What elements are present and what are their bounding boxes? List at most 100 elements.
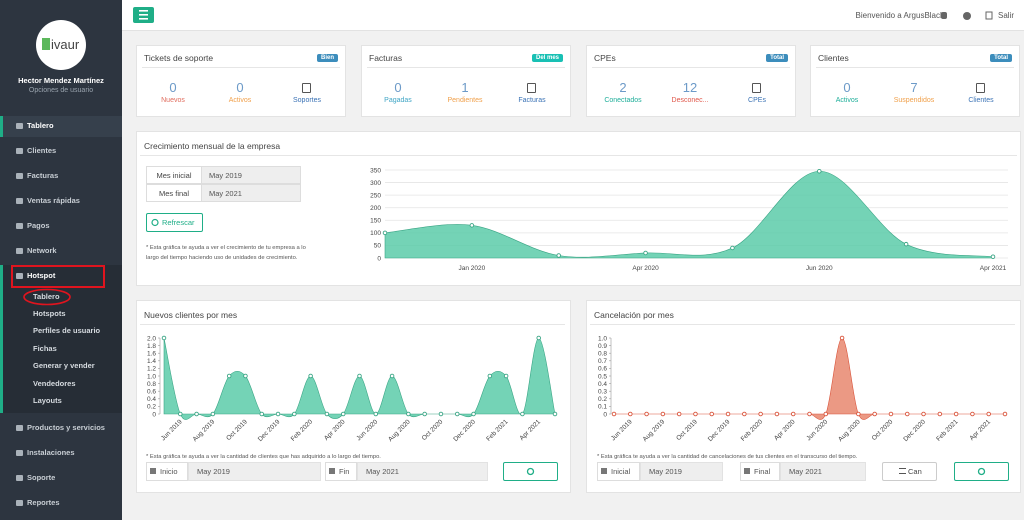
table-label: Mes final: [146, 184, 202, 202]
table-value: May 2021: [201, 184, 301, 202]
sidebar: [0, 0, 122, 520]
refresh-button[interactable]: [503, 462, 558, 481]
submenu-item[interactable]: Fichas: [33, 344, 57, 353]
menu-item[interactable]: Instalaciones: [27, 448, 75, 457]
badge: Bien: [316, 54, 338, 62]
stat-label: Nuevos: [161, 97, 185, 104]
filter-icon: [744, 468, 750, 474]
panel-title: Cancelación por mes: [594, 310, 674, 320]
submenu-item[interactable]: Layouts: [33, 396, 62, 405]
menu-icon: [16, 223, 23, 229]
active-bg: [0, 116, 122, 137]
stat-value: 7: [910, 80, 918, 95]
menu-icon: [16, 475, 23, 481]
card: [810, 45, 1020, 117]
stat-value: 0: [843, 80, 851, 95]
stat-value: 2: [619, 80, 627, 95]
card: [136, 45, 346, 117]
logout[interactable]: Salir: [998, 11, 1015, 20]
button[interactable]: Refrescar: [146, 213, 203, 232]
note: * Esta gráfica te ayuda a ver el crecimi…: [146, 245, 306, 261]
menu-item[interactable]: Reportes: [27, 498, 60, 507]
topbar: [122, 0, 1024, 31]
submenu-item[interactable]: Tablero: [33, 292, 60, 301]
menu-item[interactable]: Hotspot: [27, 271, 56, 280]
menu-icon: [16, 500, 23, 506]
filter-label: Final: [740, 462, 780, 481]
stat-label: Activos: [835, 97, 859, 104]
submenu-item[interactable]: Perfiles de usuario: [33, 326, 101, 335]
divider: [590, 324, 1015, 325]
stat-label: Activos: [228, 97, 252, 104]
panel-title: Crecimiento mensual de la empresa: [144, 141, 281, 151]
note: * Esta gráfica te ayuda a ver la cantida…: [597, 454, 858, 460]
menu-icon: [16, 425, 23, 431]
link[interactable]: Clientes: [968, 97, 994, 104]
divider: [142, 67, 340, 68]
menu-item[interactable]: Clientes: [27, 146, 57, 155]
menu-item[interactable]: Tablero: [27, 121, 54, 130]
submenu-item[interactable]: Hotspots: [33, 309, 66, 318]
logo-mark: [42, 38, 50, 50]
stat-label: Conectados: [604, 97, 642, 104]
filter-label: Inicial: [597, 462, 640, 481]
card-title: Tickets de soporte: [144, 53, 214, 63]
submenu-item[interactable]: Generar y vender: [33, 361, 95, 370]
menu-icon: [16, 148, 23, 154]
link-icon: [752, 83, 761, 93]
filter-icon: [150, 468, 156, 474]
note: * Esta gráfica te ayuda a ver la cantida…: [146, 454, 381, 460]
menu-icon: [16, 248, 23, 254]
badge: Total: [766, 54, 788, 62]
stat-label: Desconec...: [671, 97, 709, 104]
panel-title: Nuevos clientes por mes: [144, 310, 238, 320]
table-label: Mes inicial: [146, 166, 202, 184]
menu-icon: [16, 273, 23, 279]
logo: ivaur: [51, 37, 80, 52]
link-icon: [302, 83, 311, 93]
menu-icon: [16, 450, 23, 456]
menu-toggle[interactable]: [133, 7, 154, 23]
link-icon: [976, 83, 985, 93]
stat-value: 0: [169, 80, 177, 95]
divider: [816, 67, 1014, 68]
menu-item[interactable]: Pagos: [27, 221, 50, 230]
button[interactable]: Can: [882, 462, 937, 481]
link[interactable]: Soportes: [292, 97, 322, 104]
menu-item[interactable]: Ventas rápidas: [27, 196, 80, 205]
user-name: Hector Mendez Martínez: [18, 76, 104, 85]
stat-value: 1: [461, 80, 469, 95]
link[interactable]: Facturas: [518, 97, 546, 104]
submenu-item[interactable]: Vendedores: [33, 379, 76, 388]
stat-label: Suspendidos: [893, 97, 935, 104]
badge: Total: [990, 54, 1012, 62]
card-title: Facturas: [369, 53, 403, 63]
filter-icon: [329, 468, 335, 474]
menu-item[interactable]: Facturas: [27, 171, 59, 180]
menu-item[interactable]: Network: [27, 246, 57, 255]
stat-label: Pagadas: [384, 97, 412, 104]
divider: [140, 155, 1017, 156]
card-title: CPEs: [594, 53, 616, 63]
list-icon: [899, 468, 906, 474]
stat-value: 0: [394, 80, 402, 95]
user-menu[interactable]: Opciones de usuario: [28, 87, 94, 94]
filter-value[interactable]: May 2019: [188, 462, 321, 481]
menu-icon: [16, 198, 23, 204]
submenu-bg: [0, 265, 122, 413]
filter-value[interactable]: May 2021: [357, 462, 488, 481]
divider: [592, 67, 790, 68]
card: [586, 45, 796, 117]
link-icon: [527, 83, 536, 93]
menu-item[interactable]: Soporte: [27, 473, 56, 482]
menu-item[interactable]: Productos y servicios: [27, 423, 105, 432]
refresh-button[interactable]: [954, 462, 1009, 481]
filter-value[interactable]: May 2021: [780, 462, 866, 481]
stat-label: Pendientes: [447, 97, 483, 104]
link[interactable]: CPEs: [748, 97, 766, 104]
filter-value[interactable]: May 2019: [640, 462, 723, 481]
stat-value: 0: [236, 80, 244, 95]
stat-value: 12: [682, 80, 698, 95]
menu-icon: [16, 123, 23, 129]
